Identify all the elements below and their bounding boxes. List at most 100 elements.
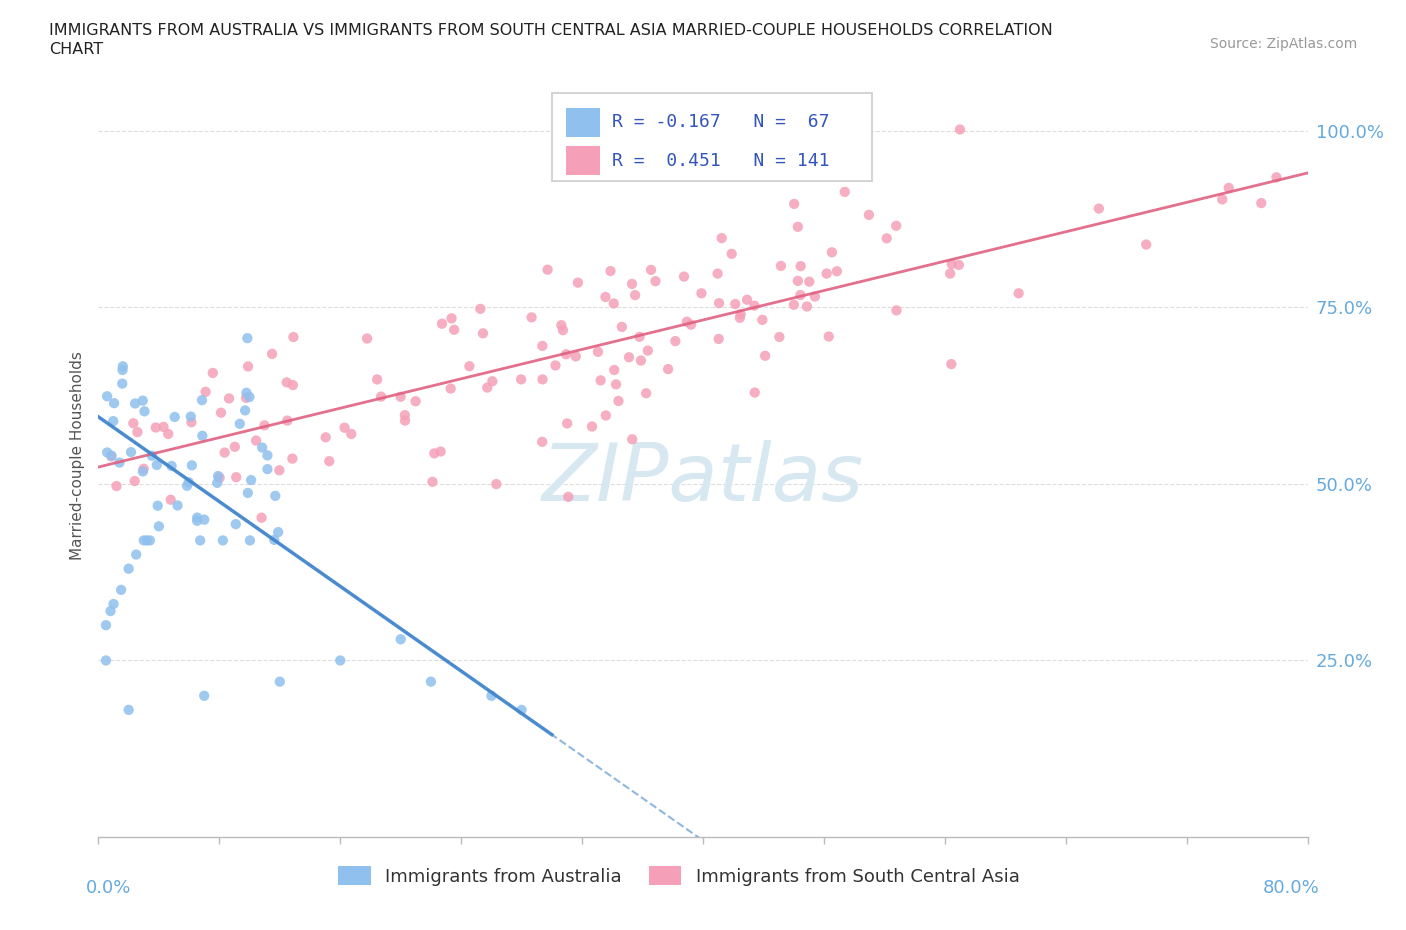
Point: [103, 414, 125, 429]
Y-axis label: Married-couple Households: Married-couple Households: [70, 352, 86, 560]
Point: [676, 314, 699, 329]
Point: [531, 372, 554, 387]
Point: [159, 492, 181, 507]
Point: [148, 519, 170, 534]
Point: [555, 347, 578, 362]
Point: [510, 372, 533, 387]
Point: [118, 561, 141, 576]
Point: [728, 311, 751, 325]
Point: [605, 377, 627, 392]
Point: [1211, 192, 1233, 206]
Point: [276, 413, 298, 428]
Point: [481, 374, 503, 389]
Text: R = -0.167   N =  67: R = -0.167 N = 67: [613, 113, 830, 131]
Point: [621, 276, 644, 291]
Point: [595, 408, 617, 423]
Point: [245, 433, 267, 448]
Point: [191, 429, 214, 444]
Point: [786, 273, 808, 288]
Legend: Immigrants from Australia, Immigrants from South Central Asia: Immigrants from Australia, Immigrants fr…: [330, 859, 1026, 893]
Point: [640, 262, 662, 277]
Point: [834, 184, 856, 199]
Point: [267, 525, 290, 539]
Point: [644, 273, 666, 288]
Point: [134, 404, 156, 418]
Point: [276, 375, 298, 390]
Point: [735, 292, 758, 307]
Text: ZIPatlas: ZIPatlas: [541, 440, 865, 518]
Point: [544, 358, 567, 373]
Point: [103, 396, 125, 411]
Point: [603, 363, 626, 378]
Point: [124, 473, 146, 488]
Point: [799, 274, 821, 289]
Point: [581, 419, 603, 434]
Point: [146, 498, 169, 513]
Point: [209, 405, 232, 420]
Bar: [567, 108, 600, 137]
Point: [595, 289, 617, 304]
Point: [340, 427, 363, 442]
Point: [817, 329, 839, 344]
Point: [430, 316, 453, 331]
Point: [253, 418, 276, 432]
Point: [789, 287, 811, 302]
Point: [110, 582, 132, 597]
Point: [679, 317, 702, 332]
Point: [100, 604, 122, 618]
Point: [108, 455, 131, 470]
Point: [394, 407, 416, 422]
Point: [120, 445, 142, 459]
Point: [858, 207, 880, 222]
Point: [193, 688, 215, 703]
Point: [617, 350, 640, 365]
Point: [783, 196, 806, 211]
Point: [256, 461, 278, 476]
Point: [283, 329, 305, 344]
Point: [440, 381, 463, 396]
Point: [389, 390, 412, 405]
Point: [948, 258, 970, 272]
Point: [939, 266, 962, 281]
Text: CHART: CHART: [49, 42, 103, 57]
Point: [207, 469, 229, 484]
Point: [783, 298, 806, 312]
Point: [239, 533, 262, 548]
Point: [132, 461, 155, 476]
Bar: [567, 146, 600, 175]
Point: [186, 511, 208, 525]
Point: [557, 489, 579, 504]
Point: [589, 373, 612, 388]
Point: [233, 403, 256, 418]
Point: [821, 245, 844, 259]
Point: [789, 259, 811, 273]
Point: [122, 416, 145, 431]
Point: [876, 231, 898, 246]
Point: [1088, 201, 1111, 216]
Point: [236, 331, 259, 346]
Point: [1250, 195, 1272, 210]
Point: [193, 512, 215, 527]
Point: [664, 334, 686, 349]
FancyBboxPatch shape: [551, 94, 872, 181]
Point: [815, 266, 838, 281]
Point: [100, 448, 122, 463]
Point: [176, 478, 198, 493]
Point: [1265, 170, 1288, 185]
Point: [96, 445, 118, 460]
Point: [470, 301, 492, 316]
Point: [536, 262, 558, 277]
Point: [264, 488, 287, 503]
Point: [720, 246, 742, 261]
Point: [405, 393, 427, 408]
Point: [555, 416, 578, 431]
Point: [135, 533, 157, 548]
Point: [744, 299, 766, 313]
Point: [238, 390, 260, 405]
Point: [628, 329, 651, 344]
Point: [458, 359, 481, 374]
Text: 80.0%: 80.0%: [1263, 879, 1320, 897]
Point: [1135, 237, 1157, 252]
Point: [207, 475, 229, 490]
Point: [127, 425, 149, 440]
